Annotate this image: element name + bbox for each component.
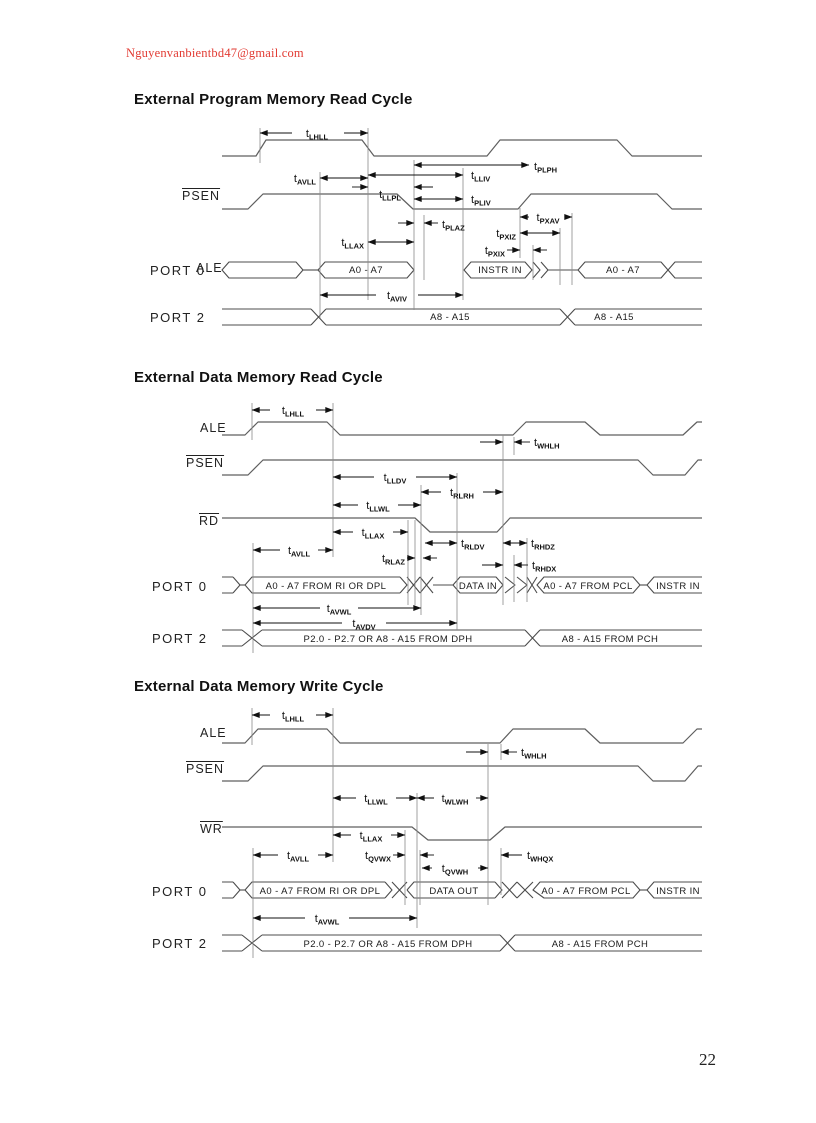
page-number: 22 [699,1050,716,1069]
waveforms [222,421,702,533]
signal-label-psen: PSEN [182,189,221,203]
signal-label-port0: PORT 0 [150,263,206,278]
signal-label-ale: ALE [196,261,223,275]
label-t-whqx: tWHQX [527,850,553,864]
label-t-whlh: tWHLH [534,437,560,451]
port2-bus [222,934,702,952]
label-t-llax: tLLAX [341,237,364,251]
label-t-pxav: tPXAV [537,212,560,226]
label-t-wlwh: tWLWH [442,793,469,807]
port0-bus [222,576,702,594]
dimension-arrows [259,130,573,298]
bus-label-addr: A0 - A7 FROM RI OR DPL [260,886,381,897]
label-t-rhdz: tRHDZ [531,538,555,552]
label-t-llax: tLLAX [360,830,383,844]
label-t-llpl: tLLPL [379,189,401,203]
signal-label-psen: PSEN [186,762,225,776]
label-t-avwl: tAVWL [315,913,340,927]
dimension-arrows [251,712,522,921]
label-t-llwl: tLLWL [364,793,388,807]
timing-labels: tLHLL tWHLH tLLWL tWLWH tLLAX tAVLL tQVW… [282,710,554,927]
bus-label-pcl: A0 - A7 FROM PCL [541,886,630,897]
timing-labels: tLHLL tWHLH tLLDV tRLRH tLLWL tLLAX tAVL… [282,405,560,632]
bus-labels: A0 - A7 FROM RI OR DPL DATA OUT A0 - A7 … [260,886,700,950]
signal-label-port2: PORT 2 [152,631,208,646]
label-t-llwl: tLLWL [366,500,390,514]
label-t-plaz: tPLAZ [442,219,465,233]
diagram2-title: External Data Memory Read Cycle [134,369,383,386]
timing-diagram-program-memory-read: ALE PSEN PORT 0 PORT 2 [130,118,716,348]
label-t-pxix: tPXIX [485,245,505,259]
bus-label-a8a15-2: A8 - A15 [594,312,634,323]
label-t-aviv: tAVIV [387,290,407,304]
bus-label-pcl: A0 - A7 FROM PCL [543,581,632,592]
signal-label-psen: PSEN [186,456,225,470]
bus-label-a8a15-1: A8 - A15 [430,312,470,323]
signal-label-rd: RD [199,514,220,528]
signal-label-wr: WR [200,822,223,836]
bus-labels: A0 - A7 FROM RI OR DPL DATA IN A0 - A7 F… [266,581,700,645]
label-t-qvwh: tQVWH [442,863,468,877]
dimension-arrows [251,407,530,626]
signal-label-ale: ALE [200,421,227,435]
label-t-lldv: tLLDV [384,472,407,486]
label-t-pxiz: tPXIZ [496,228,516,242]
bus-label-pch: A8 - A15 FROM PCH [562,634,659,645]
signal-label-port2: PORT 2 [150,310,206,325]
port2-bus [222,629,702,647]
label-t-rlaz: tRLAZ [382,553,405,567]
bus-label-data-in: DATA IN [459,581,497,592]
port2-bus [222,308,702,326]
label-t-lhll: tLHLL [306,128,329,142]
label-t-avwl: tAVWL [327,603,352,617]
timing-diagram-data-memory-write: ALE PSEN WR PORT 0 PORT 2 [130,700,716,968]
timing-diagram-data-memory-read: ALE PSEN RD PORT 0 PORT 2 [130,395,716,663]
label-t-whlh: tWHLH [521,747,547,761]
bus-label-addr: A0 - A7 FROM RI OR DPL [266,581,387,592]
signal-label-port2: PORT 2 [152,936,208,951]
bus-label-dph: P2.0 - P2.7 OR A8 - A15 FROM DPH [303,939,472,950]
bus-label-instr-in: INSTR IN [478,265,522,276]
label-t-pliv: tPLIV [471,194,491,208]
label-t-avll: tAVLL [288,545,311,559]
label-t-lhll: tLHLL [282,405,305,419]
diagram3-title: External Data Memory Write Cycle [134,678,384,695]
port0-bus [222,881,702,899]
signal-label-port0: PORT 0 [152,579,208,594]
label-t-lhll: tLHLL [282,710,305,724]
dimension-lines [251,708,502,958]
label-t-lliv: tLLIV [471,170,490,184]
label-t-avdv: tAVDV [352,618,375,632]
bus-label-dph: P2.0 - P2.7 OR A8 - A15 FROM DPH [303,634,472,645]
timing-labels: tLHLL tPLPH tAVLL tLLIV tLLPL tPLIV tPLA… [294,128,560,304]
label-t-avll: tAVLL [287,850,310,864]
diagram1-title: External Program Memory Read Cycle [134,91,413,108]
bus-label-pch: A8 - A15 FROM PCH [552,939,649,950]
bus-label-a0a7-1: A0 - A7 [349,265,383,276]
bus-label-data-out: DATA OUT [429,886,478,897]
signal-label-ale: ALE [200,726,227,740]
email-header: Nguyenvanbientbd47@gmail.com [126,46,304,60]
bus-label-a0a7-2: A0 - A7 [606,265,640,276]
bus-label-instr: INSTR IN [656,581,700,592]
label-t-qvwx: tQVWX [365,850,391,864]
dimension-lines [251,403,528,653]
label-t-rldv: tRLDV [461,538,484,552]
label-t-llax: tLLAX [362,527,385,541]
bus-label-instr: INSTR IN [656,886,700,897]
label-t-plph: tPLPH [534,161,557,175]
bus-labels: A0 - A7 INSTR IN A0 - A7 A8 - A15 A8 - A… [349,265,640,323]
waveforms [222,728,702,841]
waveforms [222,139,702,210]
label-t-rlrh: tRLRH [450,487,474,501]
label-t-rhdx: tRHDX [532,560,556,574]
signal-label-port0: PORT 0 [152,884,208,899]
label-t-avll: tAVLL [294,173,317,187]
